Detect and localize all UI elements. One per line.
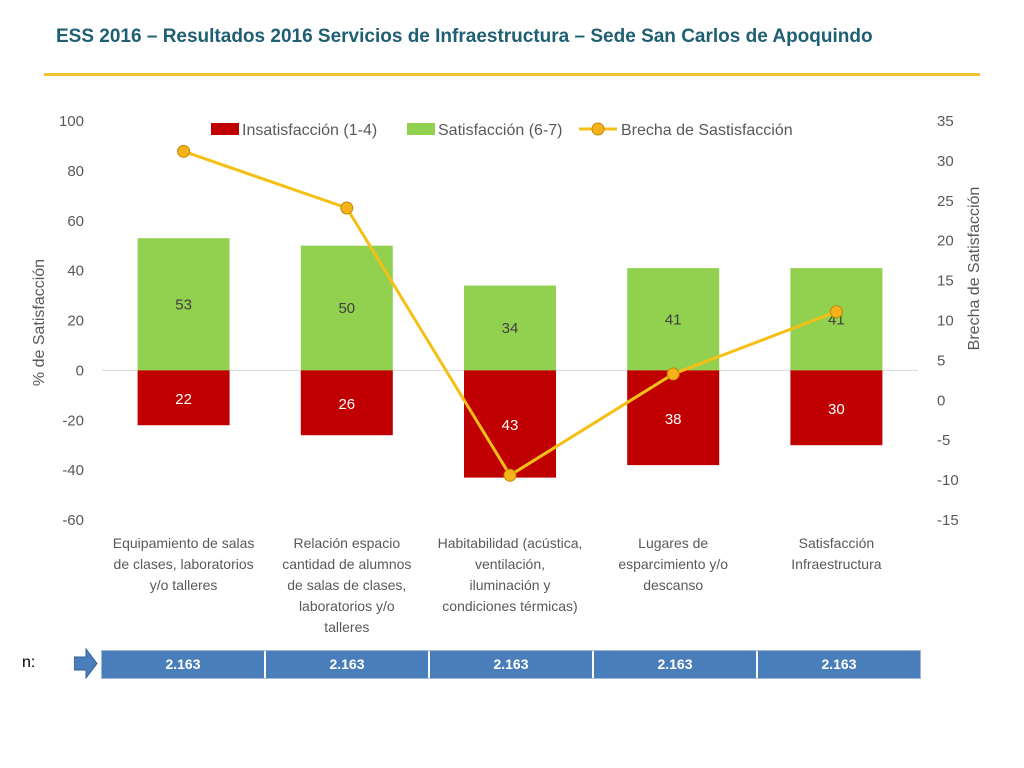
y2-tick-label: -10 bbox=[937, 472, 959, 489]
page-title: ESS 2016 – Resultados 2016 Servicios de … bbox=[56, 26, 873, 47]
legend-label-satisfaccion: Satisfacción (6-7) bbox=[438, 122, 563, 139]
x-category-label: iluminación y bbox=[470, 577, 551, 593]
y-tick-label: 100 bbox=[59, 113, 84, 130]
n-label: n: bbox=[22, 654, 36, 671]
y-tick-label: -40 bbox=[62, 462, 84, 479]
y2-tick-label: -5 bbox=[937, 432, 950, 449]
n-cell: 2.163 bbox=[758, 651, 920, 678]
n-cell: 2.163 bbox=[430, 651, 594, 678]
bar-insatisfaccion bbox=[300, 370, 393, 436]
x-category-label: de clases, laboratorios bbox=[114, 556, 254, 572]
x-category-label: Relación espacio bbox=[293, 535, 400, 551]
bar-satisfaccion bbox=[627, 268, 720, 371]
bar-satisfaccion-label: 50 bbox=[338, 300, 355, 317]
bar-insatisfaccion bbox=[790, 370, 883, 446]
title-rule bbox=[44, 73, 980, 76]
n-table: 2.163 2.163 2.163 2.163 2.163 bbox=[101, 650, 921, 679]
x-category-label: Lugares de bbox=[638, 535, 708, 551]
x-category-label: Satisfacción bbox=[799, 535, 874, 551]
y2-tick-label: 30 bbox=[937, 153, 954, 170]
gap-point bbox=[340, 201, 354, 215]
bar-insatisfaccion-label: 43 bbox=[502, 417, 519, 434]
n-cell: 2.163 bbox=[102, 651, 266, 678]
bar-satisfaccion-label: 41 bbox=[665, 311, 682, 328]
y2-tick-label: 5 bbox=[937, 352, 945, 369]
n-row: n: 2.163 2.163 2.163 2.163 2.163 bbox=[22, 648, 922, 679]
x-category-label: ventilación, bbox=[475, 556, 545, 572]
x-category-label: Infraestructura bbox=[791, 556, 881, 572]
legend-swatch-satisfaccion bbox=[407, 123, 435, 135]
y-tick-label: 20 bbox=[67, 313, 84, 330]
legend-swatch-brecha-marker bbox=[591, 122, 605, 136]
gap-point bbox=[177, 144, 191, 158]
x-category-label: y/o talleres bbox=[150, 577, 218, 593]
bar-insatisfaccion bbox=[137, 370, 230, 426]
x-category-label: talleres bbox=[324, 619, 369, 635]
bar-satisfaccion bbox=[464, 285, 556, 371]
arrow-right-icon bbox=[74, 648, 98, 679]
y-tick-label: -60 bbox=[62, 512, 84, 529]
gap-point bbox=[503, 468, 517, 482]
y-tick-label: 60 bbox=[67, 213, 84, 230]
x-category-label: condiciones térmicas) bbox=[442, 598, 577, 614]
y2-tick-label: 15 bbox=[937, 273, 954, 290]
n-cell: 2.163 bbox=[266, 651, 430, 678]
x-category-label: de salas de clases, bbox=[287, 577, 406, 593]
y-tick-label: 40 bbox=[67, 263, 84, 280]
y-axis-title: % de Satisfacción bbox=[31, 259, 48, 386]
gap-point bbox=[829, 305, 843, 319]
x-category-label: laboratorios y/o bbox=[299, 598, 395, 614]
y2-tick-label: 0 bbox=[937, 392, 945, 409]
bar-insatisfaccion-label: 22 bbox=[175, 391, 192, 408]
y2-tick-label: 10 bbox=[937, 313, 954, 330]
gap-point bbox=[666, 367, 680, 381]
x-category-label: esparcimiento y/o bbox=[618, 556, 728, 572]
y2-tick-label: -15 bbox=[937, 512, 959, 529]
legend-label-brecha: Brecha de Sastisfacción bbox=[621, 122, 793, 139]
n-cell: 2.163 bbox=[594, 651, 758, 678]
chart: 100806040200-20-40-6035302520151050-5-10… bbox=[31, 113, 983, 635]
bar-satisfaccion bbox=[790, 268, 883, 371]
bar-satisfaccion bbox=[300, 245, 393, 371]
x-category-label: Habitabilidad (acústica, bbox=[438, 535, 583, 551]
x-category-label: descanso bbox=[643, 577, 703, 593]
y-tick-label: 80 bbox=[67, 163, 84, 180]
y-tick-label: -20 bbox=[62, 412, 84, 429]
y2-tick-label: 20 bbox=[937, 233, 954, 250]
legend-label-insatisfaccion: Insatisfacción (1-4) bbox=[242, 122, 377, 139]
bar-insatisfaccion-label: 26 bbox=[338, 396, 355, 413]
x-category-label: Equipamiento de salas bbox=[113, 535, 255, 551]
legend-swatch-insatisfaccion bbox=[211, 123, 239, 135]
bar-insatisfaccion-label: 38 bbox=[665, 411, 682, 428]
bar-satisfaccion bbox=[137, 238, 230, 371]
y2-axis-title: Brecha de Satisfacción bbox=[966, 187, 983, 351]
y-tick-label: 0 bbox=[76, 362, 84, 379]
bar-insatisfaccion-label: 30 bbox=[828, 401, 845, 418]
y2-tick-label: 35 bbox=[937, 113, 954, 130]
bar-satisfaccion-label: 34 bbox=[502, 320, 519, 337]
bar-satisfaccion-label: 53 bbox=[175, 296, 192, 313]
x-category-label: cantidad de alumnos bbox=[282, 556, 411, 572]
y2-tick-label: 25 bbox=[937, 193, 954, 210]
bar-insatisfaccion bbox=[627, 370, 720, 466]
